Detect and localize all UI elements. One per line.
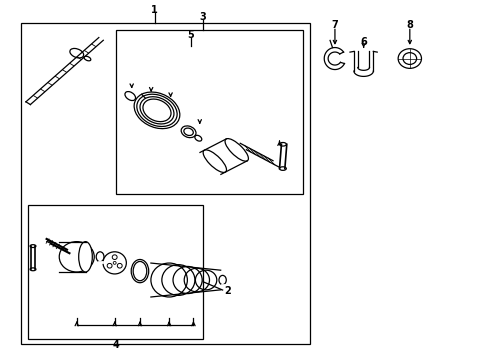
Ellipse shape <box>224 139 248 161</box>
Ellipse shape <box>402 53 416 64</box>
Bar <box>116 30 302 194</box>
Ellipse shape <box>181 126 196 138</box>
Text: 8: 8 <box>406 19 412 30</box>
Ellipse shape <box>134 92 180 129</box>
Ellipse shape <box>59 242 94 272</box>
Text: 4: 4 <box>112 340 119 350</box>
Bar <box>28 205 203 339</box>
Ellipse shape <box>279 167 286 170</box>
Text: 7: 7 <box>330 19 337 30</box>
Ellipse shape <box>203 150 226 172</box>
Text: 3: 3 <box>200 13 206 22</box>
Ellipse shape <box>133 261 146 281</box>
Ellipse shape <box>279 143 286 146</box>
Ellipse shape <box>30 245 36 248</box>
Text: 6: 6 <box>360 37 366 48</box>
Ellipse shape <box>397 49 421 68</box>
Ellipse shape <box>103 252 126 274</box>
Ellipse shape <box>30 268 36 271</box>
Ellipse shape <box>79 242 92 272</box>
Bar <box>21 23 309 344</box>
Text: 1: 1 <box>151 5 158 15</box>
Text: 5: 5 <box>187 30 194 40</box>
Text: 2: 2 <box>224 286 230 296</box>
Ellipse shape <box>151 263 187 297</box>
